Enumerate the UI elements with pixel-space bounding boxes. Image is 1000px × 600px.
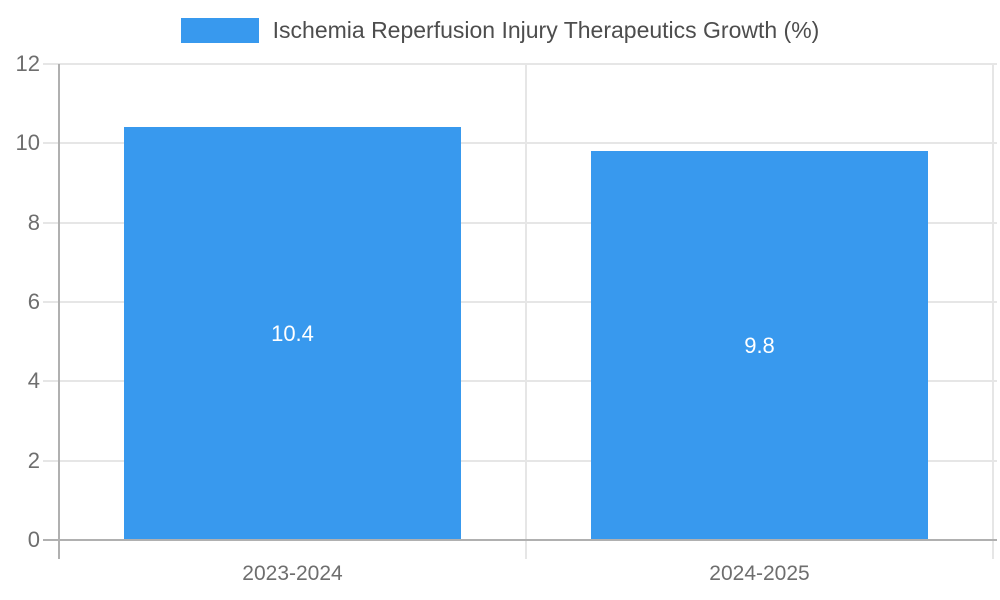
y-tick-label: 4 <box>27 368 40 394</box>
legend: Ischemia Reperfusion Injury Therapeutics… <box>0 16 1000 44</box>
x-axis-baseline <box>43 539 997 541</box>
bar-2023-2024 <box>124 127 461 540</box>
legend-swatch <box>180 17 259 43</box>
legend-title: Ischemia Reperfusion Injury Therapeutics… <box>272 17 820 43</box>
bar-2024-2025 <box>591 151 928 540</box>
x-tick-label: 2024-2025 <box>709 562 810 585</box>
x-gridline <box>525 64 527 559</box>
y-axis-line <box>58 64 60 559</box>
bar-value-label: 10.4 <box>271 320 314 346</box>
y-tick-label: 12 <box>15 51 40 76</box>
y-gridline <box>43 380 997 383</box>
y-tick-label: 10 <box>15 130 40 156</box>
y-tick-label: 0 <box>27 527 40 552</box>
x-gridline <box>992 64 994 559</box>
y-gridline <box>43 459 997 462</box>
y-gridline <box>43 301 997 303</box>
bar-value-label: 9.8 <box>744 332 775 358</box>
x-tick-label: 2023-2024 <box>242 562 343 585</box>
y-tick-label: 2 <box>27 447 40 473</box>
y-tick-label: 8 <box>27 209 40 235</box>
y-gridline <box>43 142 997 145</box>
y-gridline <box>43 63 997 65</box>
y-tick-label: 6 <box>27 289 40 314</box>
y-gridline <box>43 221 997 224</box>
